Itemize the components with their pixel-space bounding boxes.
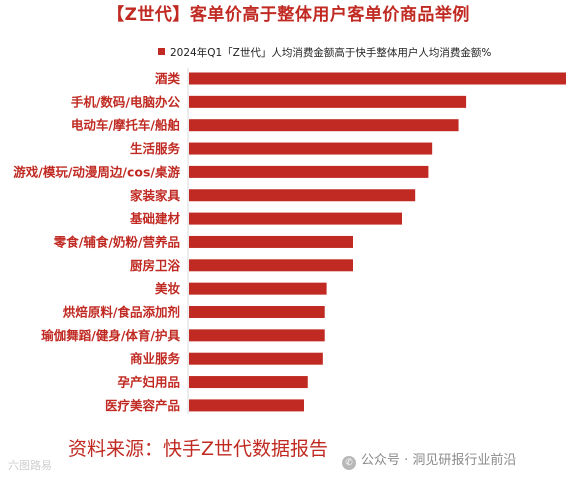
- bar: [189, 399, 304, 412]
- category-label: 生活服务: [130, 141, 181, 156]
- legend-label: 2024年Q1「Z世代」人均消费金额高于快手整体用户人均消费金额%: [170, 47, 492, 59]
- bar: [189, 189, 416, 202]
- category-label: 基础建材: [129, 211, 181, 226]
- watermark-left: 六图路易: [8, 459, 52, 472]
- bar: [189, 165, 429, 178]
- bar: [189, 212, 403, 225]
- category-label: 瑜伽舞蹈/健身/体育/护具: [41, 328, 180, 343]
- bar: [189, 259, 353, 272]
- category-label: 美妆: [155, 281, 181, 296]
- category-label: 孕产妇用品: [117, 375, 180, 390]
- watermark-right: ✆ 公众号 · 洞见研报行业前沿: [342, 451, 516, 471]
- category-label: 电动车/摩托车/船舶: [71, 118, 180, 133]
- bar: [189, 352, 323, 365]
- category-label: 家装家具: [130, 188, 181, 203]
- bar: [189, 95, 467, 108]
- legend-swatch: [158, 48, 165, 55]
- category-label: 零食/辅食/奶粉/营养品: [53, 234, 180, 249]
- category-label: 烘焙原料/食品添加剂: [63, 305, 180, 320]
- category-label: 厨房卫浴: [130, 258, 181, 273]
- wechat-icon: ✆: [342, 456, 356, 470]
- chart-legend: 2024年Q1「Z世代」人均消费金额高于快手整体用户人均消费金额%: [158, 45, 491, 61]
- category-label: 酒类: [155, 71, 181, 86]
- source-note: 资料来源：快手Z世代数据报告: [68, 438, 329, 460]
- chart-title: 【Z世代】客单价高于整体用户客单价商品举例: [107, 5, 470, 25]
- category-label: 医疗美容产品: [105, 398, 180, 413]
- bar-chart: 酒类手机/数码/电脑办公电动车/摩托车/船舶生活服务游戏/模玩/动漫周边/cos…: [13, 68, 566, 414]
- category-label: 游戏/模玩/动漫周边/cos/桌游: [13, 164, 180, 179]
- bar: [189, 329, 325, 342]
- bar: [189, 142, 433, 155]
- bar: [189, 119, 459, 132]
- bar: [189, 235, 353, 248]
- watermark-right-text: 公众号 · 洞见研报行业前沿: [361, 453, 517, 468]
- bar: [189, 282, 327, 295]
- bar: [189, 376, 308, 389]
- bar: [189, 306, 325, 318]
- category-label: 商业服务: [130, 351, 181, 366]
- category-label: 手机/数码/电脑办公: [71, 94, 181, 109]
- bar: [189, 72, 566, 85]
